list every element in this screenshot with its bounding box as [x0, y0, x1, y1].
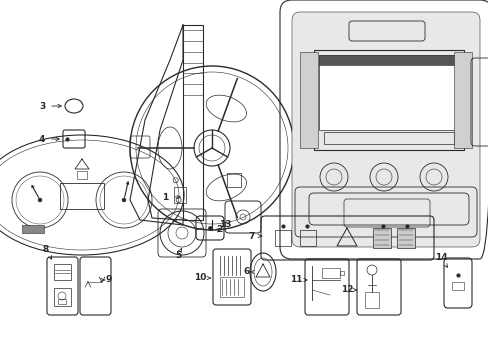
Text: 12: 12	[340, 285, 352, 294]
Bar	[58, 299, 66, 304]
Bar	[318, 55, 458, 65]
Bar	[183, 25, 203, 220]
FancyBboxPatch shape	[291, 12, 479, 247]
Bar	[54, 264, 71, 280]
Bar	[339, 271, 343, 275]
Text: 6: 6	[244, 267, 250, 276]
Bar	[274, 230, 290, 246]
Text: 2: 2	[215, 225, 222, 234]
Bar	[396, 228, 414, 248]
Bar	[299, 230, 315, 246]
Bar	[453, 52, 471, 148]
Bar	[174, 187, 185, 203]
Bar	[321, 268, 339, 278]
FancyArrowPatch shape	[124, 182, 128, 197]
Bar	[372, 228, 390, 248]
Text: 1: 1	[162, 193, 168, 202]
Bar	[451, 282, 463, 290]
Text: 3: 3	[39, 102, 45, 111]
Text: 9: 9	[105, 275, 112, 284]
Circle shape	[38, 198, 42, 202]
Text: 10: 10	[193, 274, 206, 283]
Circle shape	[122, 198, 126, 202]
Bar	[299, 52, 317, 148]
Bar	[60, 183, 104, 209]
Bar	[318, 55, 458, 130]
Text: 4: 4	[39, 135, 45, 144]
Bar	[364, 292, 378, 308]
Text: 5: 5	[175, 251, 181, 260]
Bar	[324, 132, 453, 144]
Bar	[54, 288, 71, 306]
Bar	[22, 225, 44, 233]
Text: 11: 11	[289, 275, 302, 284]
Text: 8: 8	[43, 244, 49, 253]
Bar	[77, 171, 87, 179]
Text: 13: 13	[218, 220, 231, 229]
FancyArrowPatch shape	[32, 185, 39, 198]
Text: 14: 14	[434, 253, 447, 262]
Bar	[220, 277, 244, 297]
Bar	[313, 50, 463, 150]
Text: 7: 7	[248, 231, 255, 240]
Bar	[226, 173, 241, 187]
